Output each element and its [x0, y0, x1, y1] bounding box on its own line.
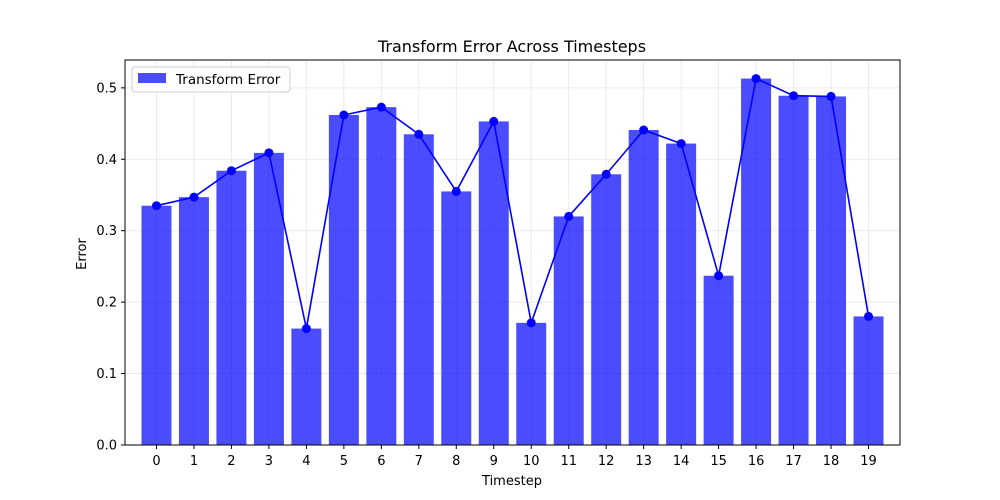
bar-series: [141, 78, 884, 446]
y-tick-label-2: 0.2: [96, 296, 117, 311]
bar-12: [591, 174, 622, 446]
line-point-4: [301, 324, 311, 334]
line-point-0: [151, 201, 161, 211]
legend: Transform Error: [131, 66, 291, 93]
legend-label: Transform Error: [175, 72, 281, 88]
bar-11: [553, 216, 584, 445]
line-point-18: [826, 91, 836, 101]
bar-6: [366, 107, 397, 446]
line-point-2: [226, 166, 236, 176]
x-tick-label-4: 4: [302, 454, 310, 469]
bar-4: [291, 328, 322, 445]
x-tick-label-1: 1: [190, 454, 198, 469]
line-point-5: [339, 110, 349, 120]
x-tick-label-6: 6: [377, 454, 385, 469]
bar-1: [178, 197, 209, 445]
line-point-17: [789, 91, 799, 101]
line-point-14: [676, 139, 686, 149]
bar-15: [703, 275, 734, 445]
x-tick-label-13: 13: [635, 454, 652, 469]
line-point-3: [264, 148, 274, 158]
x-tick-label-16: 16: [748, 454, 765, 469]
bar-13: [628, 130, 659, 445]
x-tick-label-0: 0: [152, 454, 160, 469]
line-path: [156, 77, 870, 329]
line-point-12: [601, 169, 611, 179]
line-point-13: [639, 125, 649, 135]
x-tick-label-7: 7: [415, 454, 423, 469]
line-point-11: [564, 211, 574, 221]
y-tick-label-1: 0.1: [96, 367, 117, 382]
plot-frame: [124, 59, 901, 446]
x-tick-label-3: 3: [265, 454, 273, 469]
x-tick-label-15: 15: [710, 454, 727, 469]
x-tick-label-17: 17: [785, 454, 802, 469]
x-tick-label-8: 8: [452, 454, 460, 469]
legend-frame: [131, 66, 291, 93]
x-tick-label-11: 11: [560, 454, 577, 469]
bar-2: [216, 170, 247, 445]
bar-5: [328, 115, 359, 445]
y-tick-label-5: 0.5: [96, 81, 117, 96]
bar-8: [441, 191, 472, 445]
line-point-7: [414, 129, 424, 139]
line-point-10: [526, 318, 536, 328]
bar-18: [816, 96, 847, 445]
y-axis: 0.0 0.1 0.2 0.3 0.4 0.5: [96, 81, 125, 454]
y-tick-label-4: 0.4: [96, 153, 117, 168]
line-point-19: [864, 311, 874, 321]
y-tick-label-3: 0.3: [96, 224, 117, 239]
bar-0: [141, 205, 172, 445]
line-series: [151, 74, 874, 334]
x-axis: 0 1 2 3 4 5 6 7 8 9 10 11 12 13 14 15 16 17 18 19: [152, 445, 877, 469]
bar-16: [741, 78, 772, 446]
y-tick-label-0: 0.0: [96, 439, 117, 454]
legend-swatch: [138, 73, 166, 83]
line-point-8: [451, 186, 461, 196]
x-tick-label-19: 19: [860, 454, 877, 469]
bar-14: [666, 143, 697, 446]
x-tick-label-5: 5: [340, 454, 348, 469]
line-point-6: [376, 102, 386, 112]
bar-9: [478, 121, 509, 445]
x-axis-label: Timestep: [481, 474, 542, 489]
bar-7: [403, 134, 434, 446]
x-tick-label-10: 10: [523, 454, 540, 469]
line-point-15: [714, 271, 724, 281]
x-tick-label-18: 18: [823, 454, 840, 469]
bar-3: [253, 152, 284, 445]
line-point-9: [489, 116, 499, 126]
line-point-1: [189, 192, 199, 202]
x-tick-label-2: 2: [227, 454, 235, 469]
x-tick-label-9: 9: [490, 454, 498, 469]
bar-19: [853, 316, 884, 445]
x-tick-label-12: 12: [598, 454, 615, 469]
line-point-16: [751, 74, 761, 84]
y-axis-label: Error: [75, 238, 90, 270]
chart-title: Transform Error Across Timesteps: [377, 37, 646, 56]
bar-17: [778, 95, 809, 445]
bar-10: [516, 322, 547, 445]
x-tick-label-14: 14: [673, 454, 690, 469]
